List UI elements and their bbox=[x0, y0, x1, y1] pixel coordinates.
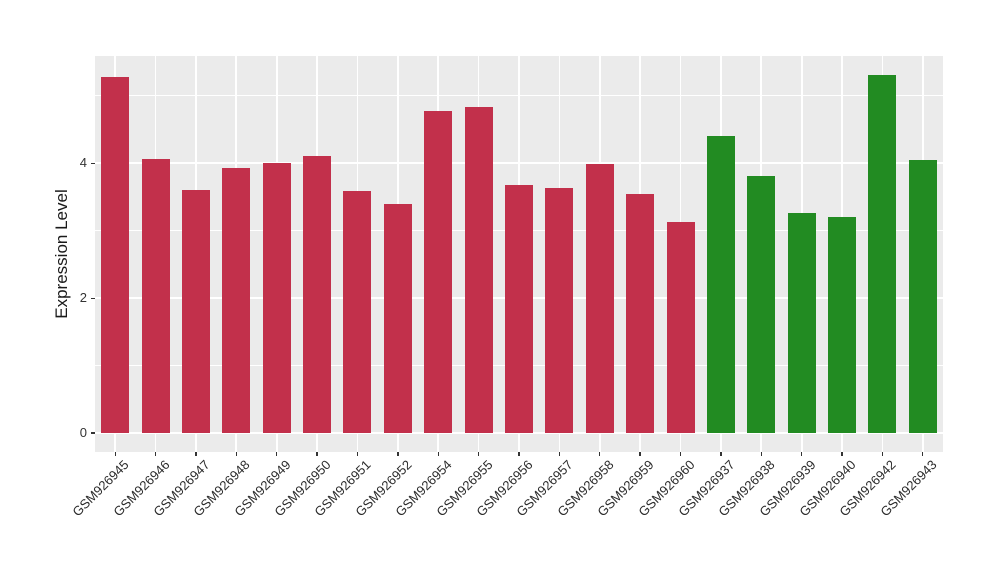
x-tick-GSM926947 bbox=[195, 452, 197, 456]
x-tick-GSM926955 bbox=[477, 452, 480, 456]
bar-GSM926938 bbox=[747, 176, 776, 434]
bar-GSM926940 bbox=[828, 216, 857, 434]
x-tick-GSM926950 bbox=[316, 452, 318, 456]
bar-GSM926942 bbox=[868, 74, 897, 434]
bar-GSM926946 bbox=[141, 159, 170, 434]
x-tick-GSM926946 bbox=[154, 452, 157, 456]
y-tick-0 bbox=[90, 432, 95, 434]
y-tick-label-4: 4 bbox=[79, 155, 87, 171]
bar-GSM926939 bbox=[787, 213, 816, 434]
bar-GSM926947 bbox=[181, 190, 210, 434]
bar-GSM926957 bbox=[545, 187, 574, 434]
y-tick-label-0: 0 bbox=[79, 425, 87, 441]
bar-GSM926937 bbox=[706, 136, 735, 434]
plot-panel bbox=[95, 56, 943, 452]
x-tick-GSM926958 bbox=[599, 452, 601, 456]
bar-GSM926948 bbox=[222, 167, 251, 434]
y-tick-2 bbox=[90, 297, 95, 299]
x-tick-GSM926952 bbox=[397, 452, 399, 456]
x-tick-GSM926951 bbox=[356, 452, 359, 456]
bar-GSM926951 bbox=[343, 190, 372, 434]
bar-GSM926960 bbox=[666, 221, 695, 434]
bar-GSM926956 bbox=[505, 184, 533, 434]
x-tick-GSM926940 bbox=[841, 452, 843, 456]
x-tick-GSM926956 bbox=[518, 452, 520, 456]
x-tick-GSM926957 bbox=[558, 452, 561, 456]
bar-GSM926949 bbox=[262, 162, 291, 434]
x-tick-GSM926937 bbox=[720, 452, 722, 456]
bar-GSM926943 bbox=[908, 159, 937, 434]
x-tick-GSM926960 bbox=[679, 452, 682, 456]
bar-GSM926952 bbox=[383, 203, 412, 434]
bar-GSM926950 bbox=[303, 155, 332, 434]
x-tick-GSM926949 bbox=[276, 452, 278, 456]
x-tick-GSM926942 bbox=[881, 452, 884, 456]
bar-GSM926955 bbox=[464, 106, 493, 434]
bar-GSM926954 bbox=[424, 110, 453, 434]
x-tick-GSM926939 bbox=[801, 452, 803, 456]
x-tick-GSM926959 bbox=[639, 452, 641, 456]
x-tick-GSM926943 bbox=[922, 452, 924, 456]
bar-GSM926959 bbox=[626, 193, 655, 434]
bar-GSM926958 bbox=[585, 163, 614, 434]
x-tick-GSM926938 bbox=[760, 452, 762, 456]
y-tick-label-2: 2 bbox=[79, 290, 87, 306]
x-tick-GSM926948 bbox=[235, 452, 237, 456]
bar-GSM926945 bbox=[101, 76, 130, 434]
x-tick-GSM926945 bbox=[114, 452, 116, 456]
y-tick-4 bbox=[90, 162, 95, 164]
x-tick-GSM926954 bbox=[437, 452, 439, 456]
